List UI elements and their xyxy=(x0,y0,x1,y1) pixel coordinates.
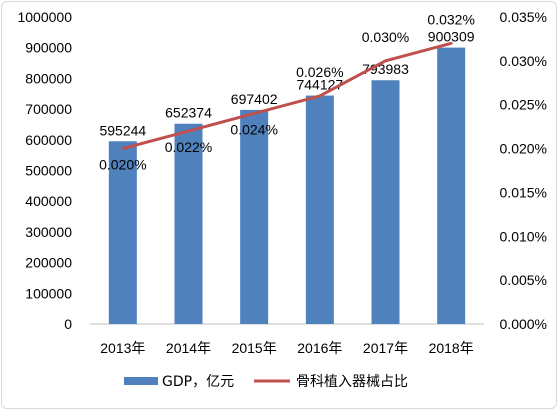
ratio-line-label: 0.030% xyxy=(362,29,409,45)
x-tick-label: 2013年 xyxy=(100,340,145,356)
y-right-tick-label: 0.000% xyxy=(500,316,547,332)
ratio-line-label: 0.020% xyxy=(99,157,146,173)
y-left-tick-label: 200000 xyxy=(25,255,72,271)
ratio-line-labels: 0.020% 0.022% 0.024% 0.026% 0.030% 0.032% xyxy=(99,11,475,172)
y-left-tick-label: 400000 xyxy=(25,193,72,209)
y-left-tick-label: 800000 xyxy=(25,70,72,86)
y-axis-left-ticks: 0 100000 200000 300000 400000 500000 600000 700… xyxy=(17,9,72,332)
ratio-line-label: 0.024% xyxy=(230,121,277,137)
ratio-line-label: 0.026% xyxy=(296,64,343,80)
y-left-tick-label: 600000 xyxy=(25,132,72,148)
y-right-tick-label: 0.025% xyxy=(500,97,547,113)
gdp-bar xyxy=(371,80,400,324)
y-right-tick-label: 0.020% xyxy=(500,141,547,157)
gdp-bar-label: 697402 xyxy=(231,91,278,107)
y-right-tick-label: 0.010% xyxy=(500,228,547,244)
ratio-series-line xyxy=(121,41,453,151)
gdp-bar xyxy=(240,109,269,324)
y-left-tick-label: 100000 xyxy=(25,285,72,301)
gdp-bar-label: 595244 xyxy=(99,122,146,138)
legend-label-ratio: 骨科植入器械占比 xyxy=(296,374,408,390)
x-tick-label: 2017年 xyxy=(363,340,408,356)
gdp-bar xyxy=(305,95,334,324)
y-right-tick-label: 0.005% xyxy=(500,272,547,288)
x-axis-ticks: 2013年 2014年 2015年 2016年 2017年 2018年 xyxy=(100,340,473,356)
y-right-tick-label: 0.030% xyxy=(500,53,547,69)
x-tick-label: 2014年 xyxy=(166,340,211,356)
y-right-tick-label: 0.015% xyxy=(500,184,547,200)
y-axis-right-ticks: 0.000% 0.005% 0.010% 0.015% 0.020% 0.025% 0.03… xyxy=(500,9,547,332)
y-left-tick-label: 300000 xyxy=(25,224,72,240)
y-left-tick-label: 700000 xyxy=(25,101,72,117)
gdp-bar xyxy=(437,47,466,325)
x-tick-label: 2018年 xyxy=(429,340,474,356)
ratio-line-label: 0.032% xyxy=(427,11,474,27)
gdp-bar xyxy=(174,123,203,324)
y-left-tick-label: 1000000 xyxy=(17,9,72,25)
ratio-line-label: 0.022% xyxy=(165,139,212,155)
y-left-tick-label: 900000 xyxy=(25,40,72,56)
legend-label-gdp: GDP，亿元 xyxy=(162,374,234,390)
legend: GDP，亿元 骨科植入器械占比 xyxy=(124,374,408,390)
gdp-bar xyxy=(108,141,137,324)
legend-swatch-gdp xyxy=(124,377,158,385)
x-tick-label: 2015年 xyxy=(232,340,277,356)
y-left-tick-label: 500000 xyxy=(25,163,72,179)
x-tick-label: 2016年 xyxy=(297,340,342,356)
y-right-tick-label: 0.035% xyxy=(500,9,547,25)
y-left-tick-label: 0 xyxy=(64,316,72,332)
gdp-bar-label: 900309 xyxy=(428,29,475,45)
gdp-bar-label: 652374 xyxy=(165,105,212,121)
gdp-bars xyxy=(108,47,466,325)
gdp-bar-label: 793983 xyxy=(362,61,409,77)
